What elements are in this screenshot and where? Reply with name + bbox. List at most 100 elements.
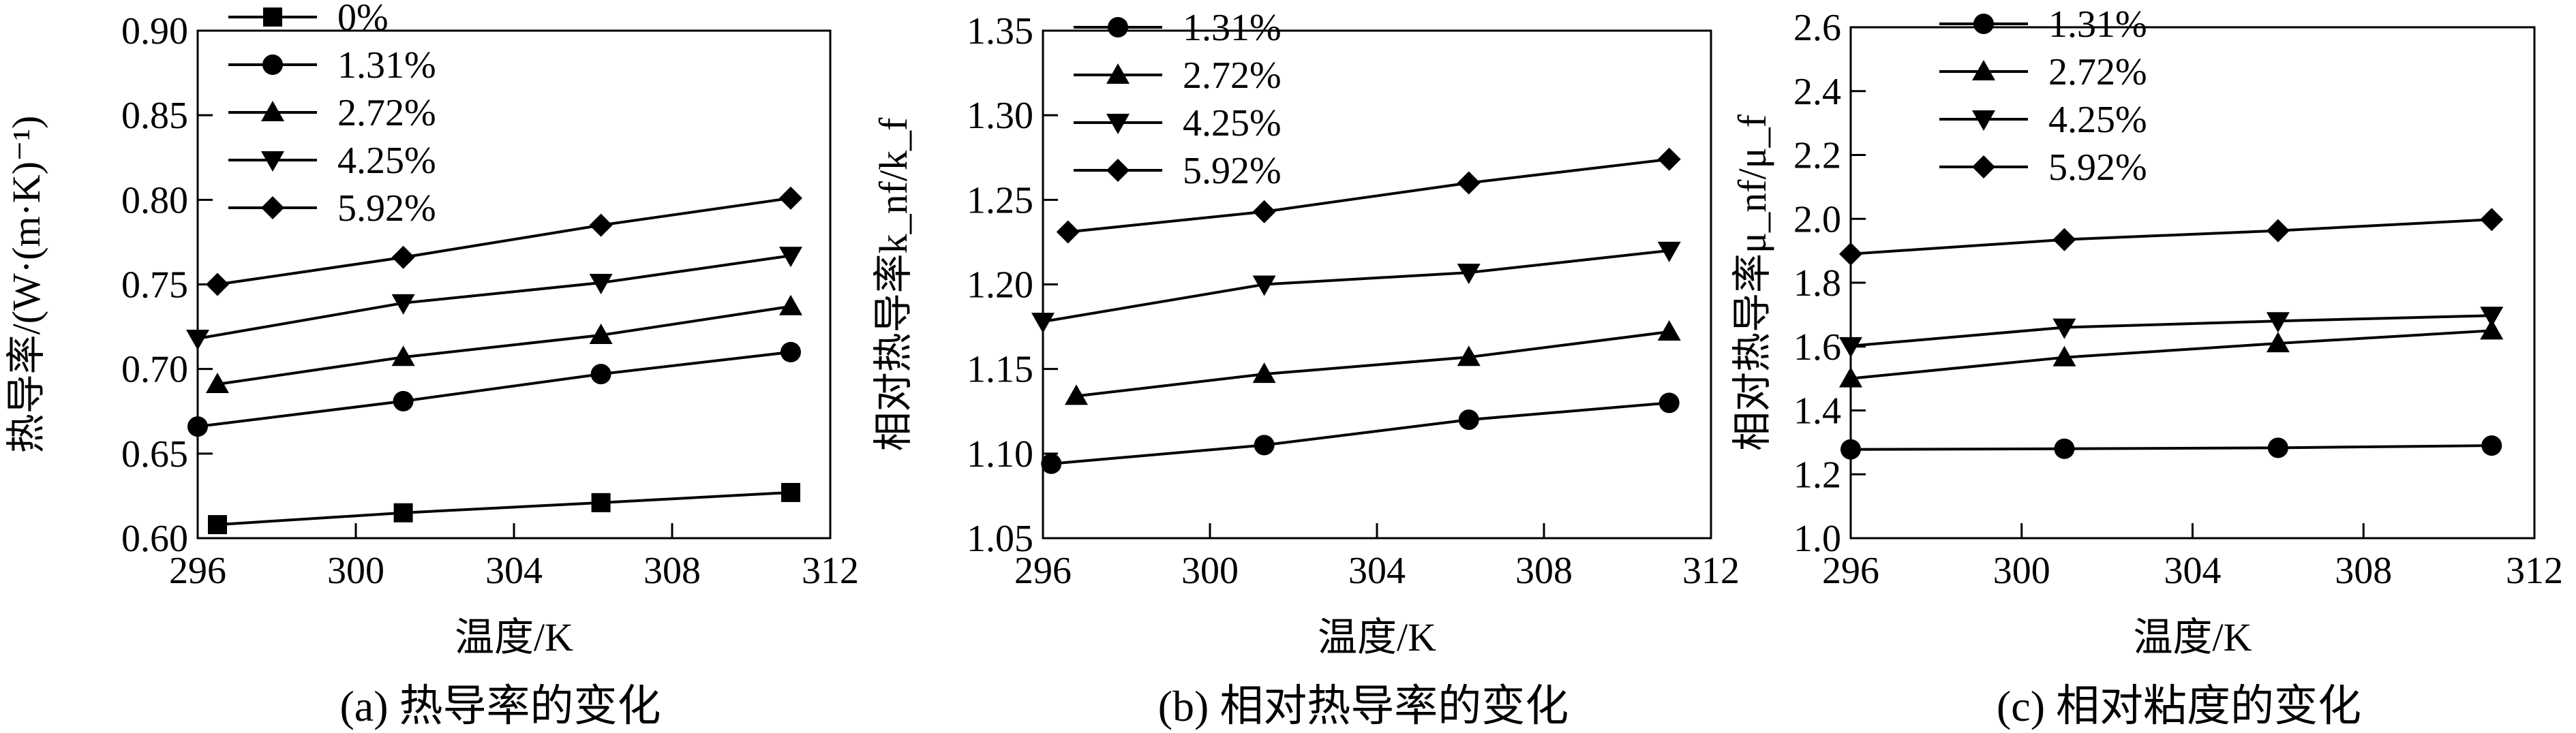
panel-caption: (c) 相对粘度的变化 [1997,682,2361,730]
legend-entry: 5.92% [228,187,436,230]
y-tick-label: 2.4 [1793,71,1841,113]
legend-label: 2.72% [1183,54,1282,97]
series-line [1850,314,2492,347]
y-tick-label: 0.90 [121,10,188,52]
legend-entry: 4.25% [1939,99,2147,141]
data-point [2054,438,2075,459]
series-line [217,196,791,286]
data-point [1458,409,1479,431]
data-point [2052,318,2076,339]
data-point [1457,264,1481,285]
series-4-25pct [1839,307,2504,358]
legend-marker [1973,14,1994,34]
series-line [217,490,791,527]
series-2-72pct [1839,319,2504,388]
data-point [1840,439,1861,460]
legend-entry: 2.72% [1074,54,1282,97]
data-point [779,294,802,315]
y-axis-title: 热导率/(W·(m·K)⁻¹) [4,116,48,454]
legend-entry: 2.72% [1939,51,2147,93]
x-tick-label: 308 [1515,550,1573,592]
series-line [217,305,791,386]
data-point [1056,220,1080,244]
chart-panel-3: 1.0 1.2 1.4 1.6 1.8 2.0 2.2 2.4 2.6 296 300 304 308 3… [1730,3,2563,730]
legend-entry: 1.31% [1074,7,1282,49]
y-tick-label: 1.4 [1793,390,1841,433]
x-tick-label: 304 [1348,550,1406,592]
data-point [1252,200,1276,223]
series-line [1051,401,1669,465]
legend-entry: 4.25% [1074,102,1282,144]
data-point [2480,208,2504,232]
x-tick-label: 304 [485,550,543,592]
chart-panel-2: 1.05 1.10 1.15 1.20 1.25 1.30 1.35 296 300 304 308… [871,7,1740,730]
series-line [1042,249,1669,324]
series-1-31pct [187,341,801,437]
data-point [1657,147,1681,171]
x-tick-label: 300 [1181,550,1239,592]
x-tick-label: 304 [2164,550,2222,592]
legend-label: 2.72% [2048,51,2147,93]
y-tick-label: 2.6 [1793,7,1841,49]
data-point [2052,345,2076,366]
x-tick-label: 308 [643,550,701,592]
legend-marker [261,196,284,219]
legend-label: 4.25% [2048,99,2147,141]
series-line [1850,329,2492,380]
legend-label: 1.31% [1183,7,1282,49]
data-point [589,274,613,295]
legend-marker [1972,110,1995,131]
legend-entry: 5.92% [1074,150,1282,192]
panel-caption: (a) 热导率的变化 [339,682,661,730]
x-tick-label: 296 [1822,550,1879,592]
data-point [591,493,611,512]
legend-entry: 4.25% [228,140,436,182]
legend-label: 1.31% [337,44,436,87]
data-point [2267,437,2288,458]
y-tick-label: 1.20 [967,264,1033,307]
x-tick-label: 312 [1682,550,1740,592]
data-point [781,482,800,502]
legend-marker [1106,63,1130,84]
x-tick-label: 312 [2506,550,2563,592]
legend-label: 5.92% [337,187,436,230]
data-point [187,416,208,437]
y-tick-label: 1.35 [967,10,1033,52]
legend-marker [1972,60,1995,80]
legend-marker [1972,155,1995,178]
series-line [197,254,791,340]
legend-label: 1.31% [2048,3,2147,46]
legend-label: 2.72% [337,92,436,134]
y-tick-label: 1.8 [1793,262,1841,305]
y-tick-label: 0.80 [121,179,188,221]
data-point [779,186,802,210]
legend-label: 0% [337,0,389,39]
y-tick-label: 0.85 [121,95,188,137]
series-4-25pct [1031,241,1681,334]
legend-entry: 1.31% [228,44,436,87]
y-axis-title: 相对热导率k_nf/k_f [871,117,915,451]
data-point [393,390,414,411]
series-line [1850,444,2492,451]
legend-entry: 5.92% [1939,146,2147,189]
legend-entry: 1.31% [1939,3,2147,46]
series-0pct [208,482,800,535]
x-axis-title: 温度/K [455,615,573,659]
legend-entry: 0% [228,0,389,39]
legend-label: 5.92% [1183,150,1282,192]
data-point [1657,320,1681,341]
data-point [2480,319,2504,340]
x-tick-label: 296 [1014,550,1072,592]
data-point [206,272,229,296]
data-point [2266,312,2290,333]
data-point [779,247,802,268]
data-point [2481,435,2502,456]
data-point [1457,345,1481,366]
data-point [2266,219,2290,243]
x-tick-label: 300 [1993,550,2050,592]
data-point [2266,332,2290,353]
plot-frame [196,29,832,540]
data-point [1252,362,1276,384]
x-axis-title: 温度/K [2133,615,2252,659]
data-point [589,213,613,237]
